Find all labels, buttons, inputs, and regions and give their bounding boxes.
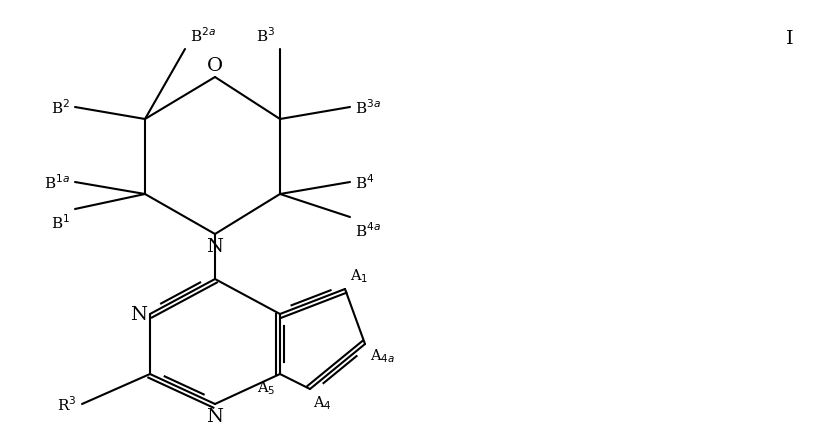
Text: B$^{4}$: B$^{4}$ <box>355 173 375 192</box>
Text: I: I <box>786 30 794 48</box>
Text: N: N <box>206 237 224 256</box>
Text: O: O <box>207 57 223 75</box>
Text: B$^{2}$: B$^{2}$ <box>51 99 70 117</box>
Text: B$^{3a}$: B$^{3a}$ <box>355 99 381 117</box>
Text: B$^{2a}$: B$^{2a}$ <box>190 26 216 45</box>
Text: B$^{1a}$: B$^{1a}$ <box>44 173 70 192</box>
Text: A$_{4a}$: A$_{4a}$ <box>370 346 395 364</box>
Text: N: N <box>206 407 224 425</box>
Text: R$^{3}$: R$^{3}$ <box>58 395 77 414</box>
Text: A$_1$: A$_1$ <box>350 266 368 284</box>
Text: B$^{1}$: B$^{1}$ <box>51 213 70 231</box>
Text: B$^{4a}$: B$^{4a}$ <box>355 220 381 239</box>
Text: A$_5$: A$_5$ <box>257 378 275 396</box>
Text: N: N <box>130 305 147 323</box>
Text: B$^{3}$: B$^{3}$ <box>256 26 275 45</box>
Text: A$_4$: A$_4$ <box>313 393 332 411</box>
